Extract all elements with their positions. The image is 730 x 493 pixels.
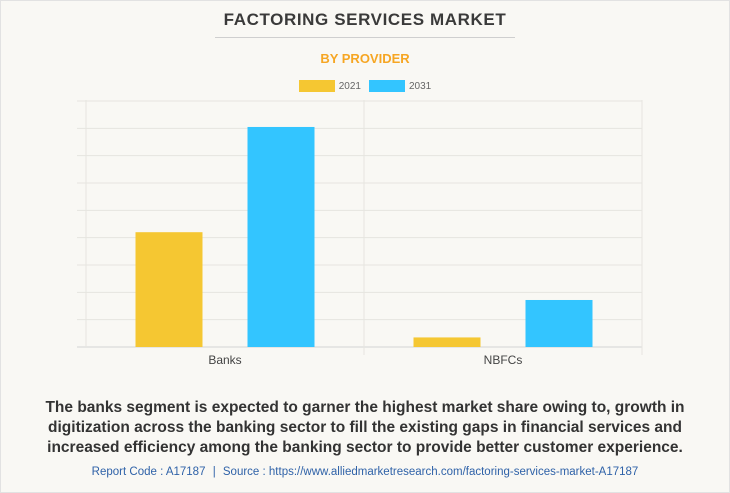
bar-banks-2021 bbox=[135, 232, 203, 347]
bar-nbfcs-2031 bbox=[525, 299, 593, 347]
footer: Report Code : A17187 | Source : https://… bbox=[0, 466, 730, 478]
legend-swatch-2021 bbox=[298, 80, 335, 92]
legend-item-2021[interactable]: 2021 bbox=[298, 80, 361, 92]
bar-chart: Banks NBFCs bbox=[77, 100, 643, 367]
chart-subtitle: BY PROVIDER bbox=[320, 51, 410, 66]
legend-item-2031[interactable]: 2031 bbox=[369, 80, 431, 92]
title-divider bbox=[215, 37, 515, 38]
chart-description: The banks segment is expected to garner … bbox=[45, 399, 685, 456]
chart-title: FACTORING SERVICES MARKET bbox=[223, 10, 507, 29]
x-tick-label-nbfcs: NBFCs bbox=[484, 353, 523, 367]
legend-label-2021: 2021 bbox=[338, 80, 361, 92]
legend-label-2031: 2031 bbox=[409, 80, 432, 92]
bar-nbfcs-2021 bbox=[413, 337, 481, 347]
report-code: Report Code : A17187 bbox=[91, 466, 206, 478]
x-tick-label-banks: Banks bbox=[208, 353, 241, 367]
bar-banks-2031 bbox=[247, 126, 315, 347]
legend-swatch-2031 bbox=[369, 80, 405, 92]
footer-separator: | bbox=[212, 466, 216, 478]
source-link[interactable]: Source : https://www.alliedmarketresearc… bbox=[222, 466, 639, 478]
legend: 2021 2031 bbox=[0, 80, 730, 92]
